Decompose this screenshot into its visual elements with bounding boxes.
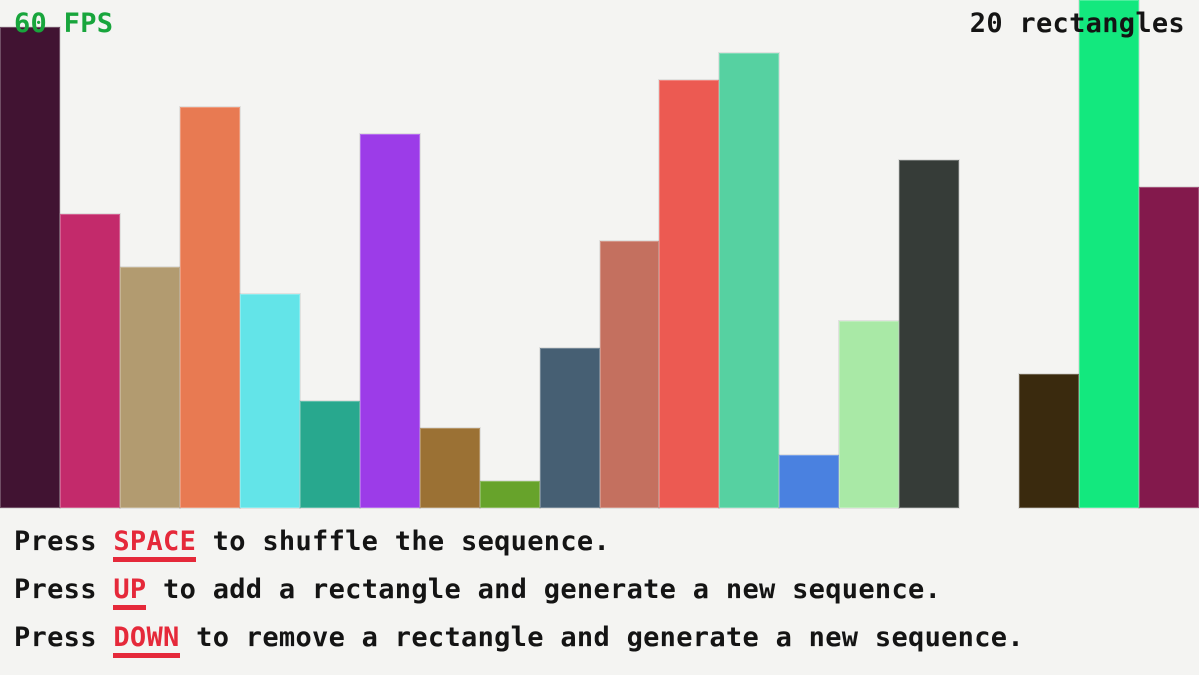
key-label: UP bbox=[113, 575, 147, 611]
instruction-line: Press SPACE to shuffle the sequence. bbox=[14, 520, 1024, 568]
bar bbox=[60, 214, 120, 508]
key-label: DOWN bbox=[113, 623, 180, 659]
bar bbox=[1079, 0, 1139, 508]
bar bbox=[1139, 187, 1199, 508]
rectangle-count: 20 rectangles bbox=[969, 8, 1185, 39]
bar bbox=[540, 348, 600, 508]
bar bbox=[899, 160, 959, 508]
bar bbox=[360, 134, 420, 508]
fps-counter: 60 FPS bbox=[14, 8, 114, 39]
bar bbox=[600, 241, 659, 508]
instructions: Press SPACE to shuffle the sequence. Pres… bbox=[14, 520, 1024, 664]
instruction-suffix: to shuffle the sequence. bbox=[196, 526, 611, 557]
bar bbox=[120, 267, 180, 508]
instruction-suffix: to add a rectangle and generate a new se… bbox=[146, 574, 942, 605]
bar bbox=[659, 80, 719, 508]
instruction-prefix: Press bbox=[14, 574, 114, 605]
bar bbox=[420, 428, 480, 508]
bar bbox=[1019, 374, 1079, 508]
bar bbox=[240, 294, 300, 508]
instruction-line: Press DOWN to remove a rectangle and gen… bbox=[14, 616, 1024, 664]
bar bbox=[300, 401, 360, 508]
key-label: SPACE bbox=[113, 527, 197, 563]
bar bbox=[0, 27, 60, 508]
bar bbox=[719, 53, 779, 508]
bar bbox=[480, 481, 540, 508]
bars-container bbox=[0, 0, 1199, 508]
instruction-prefix: Press bbox=[14, 622, 114, 653]
instruction-prefix: Press bbox=[14, 526, 114, 557]
bar bbox=[839, 321, 899, 508]
bar bbox=[779, 455, 839, 508]
instruction-suffix: to remove a rectangle and generate a new… bbox=[179, 622, 1024, 653]
bar bbox=[180, 107, 240, 508]
instruction-line: Press UP to add a rectangle and generate… bbox=[14, 568, 1024, 616]
